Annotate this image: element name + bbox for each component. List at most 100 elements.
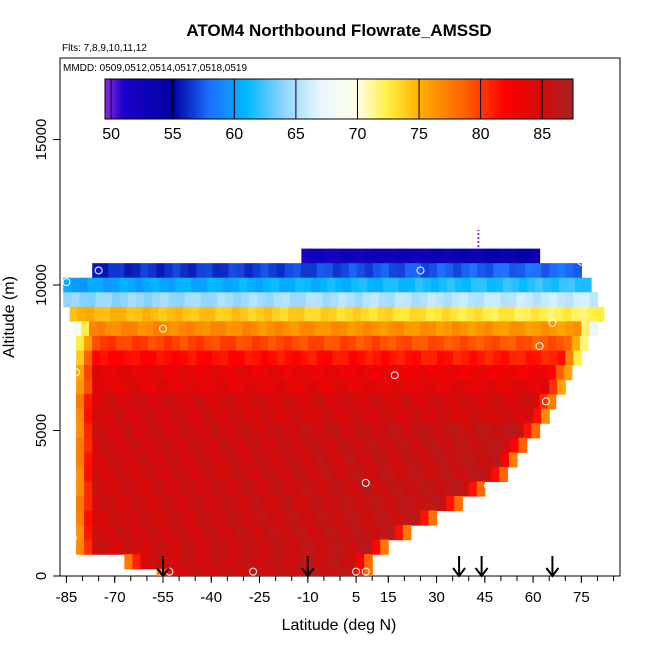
heatmap-cell: [76, 539, 85, 555]
heatmap-cell: [549, 350, 558, 366]
heatmap-cell: [429, 263, 438, 279]
heatmap-cell: [357, 437, 367, 453]
heatmap-cell: [402, 525, 412, 541]
heatmap-cell: [207, 277, 216, 293]
heatmap-cell: [380, 350, 390, 366]
heatmap-cell: [269, 437, 278, 453]
dates-label: MMDD: 0509,0512,0514,0517,0518,0519: [63, 63, 247, 74]
heatmap-cell: [116, 365, 125, 381]
heatmap-cell: [156, 423, 165, 439]
heatmap-cell: [196, 568, 206, 576]
heatmap-cell: [414, 495, 423, 512]
heatmap-cell: [100, 481, 109, 497]
heatmap-cell: [242, 321, 252, 337]
heatmap-cell: [298, 321, 308, 337]
heatmap-cell: [284, 452, 294, 468]
heatmap-cell: [220, 437, 230, 453]
heatmap-cell: [249, 292, 259, 308]
heatmap-cell: [316, 350, 326, 366]
heatmap-cell: [573, 350, 582, 366]
heatmap-cell: [511, 277, 520, 293]
heatmap-cell: [251, 394, 261, 410]
heatmap-cell: [227, 365, 237, 381]
heatmap-cell: [252, 539, 261, 555]
heatmap-cell: [443, 335, 453, 352]
heatmap-cell: [300, 350, 310, 366]
heatmap-cell: [140, 263, 149, 279]
heatmap-cell: [116, 335, 125, 352]
heatmap-cell: [228, 481, 237, 497]
heatmap-cell: [428, 248, 437, 264]
heatmap-cell: [419, 292, 429, 308]
heatmap-cell: [460, 452, 470, 468]
heatmap-cell: [204, 408, 214, 424]
heatmap-cell: [301, 248, 310, 264]
heatmap-cell: [539, 365, 549, 381]
heatmap-cell: [177, 321, 187, 337]
heatmap-cell: [411, 365, 421, 381]
heatmap-cell: [84, 335, 93, 352]
heatmap-cell: [164, 452, 173, 468]
heatmap-cell: [300, 554, 309, 570]
heatmap-cell: [132, 495, 142, 512]
heatmap-cell: [380, 452, 390, 468]
heatmap-cell: [236, 350, 246, 366]
heatmap-cell: [92, 379, 101, 395]
heatmap-cell: [308, 539, 317, 555]
heatmap-cell: [267, 525, 276, 541]
heatmap-cell: [95, 277, 104, 293]
heatmap-cell: [459, 466, 469, 483]
heatmap-cell: [356, 539, 365, 555]
heatmap-cell: [124, 510, 133, 526]
heatmap-cell: [531, 365, 541, 381]
heatmap-cell: [381, 495, 391, 512]
heatmap-cell: [211, 525, 221, 541]
heatmap-cell: [396, 510, 406, 526]
heatmap-cell: [231, 277, 240, 293]
heatmap-cell: [372, 481, 382, 497]
heatmap-cell: [164, 495, 174, 512]
heatmap-cell: [340, 568, 349, 576]
heatmap-cell: [301, 495, 311, 512]
heatmap-cell: [331, 321, 340, 337]
heatmap-cell: [306, 321, 316, 337]
heatmap-cell: [116, 437, 125, 453]
heatmap-cell: [340, 554, 349, 570]
heatmap-cell: [315, 335, 325, 352]
heatmap-cell: [509, 408, 518, 424]
colorbar-tick-label: 65: [287, 126, 305, 143]
heatmap-cell: [491, 466, 500, 483]
heatmap-cell: [563, 365, 573, 381]
heatmap-cell: [260, 263, 270, 279]
heatmap-cell: [196, 452, 205, 468]
heatmap-cell: [430, 437, 439, 453]
heatmap-cell: [164, 350, 173, 366]
heatmap-cell: [204, 365, 213, 381]
heatmap-cell: [355, 423, 365, 439]
heatmap-cell: [253, 437, 262, 453]
heatmap-cell: [395, 466, 405, 483]
heatmap-cell: [151, 277, 160, 293]
heatmap-cell: [103, 292, 113, 308]
heatmap-cell: [76, 379, 85, 395]
heatmap-cell: [383, 277, 392, 293]
heatmap-cell: [292, 350, 302, 366]
heatmap-cell: [204, 379, 214, 395]
heatmap-cell: [446, 437, 455, 453]
heatmap-cell: [159, 277, 168, 293]
heatmap-cell: [212, 263, 222, 279]
heatmap-cell: [306, 292, 315, 308]
heatmap-cell: [164, 539, 173, 555]
heatmap-cell: [491, 248, 501, 264]
heatmap-cell: [127, 292, 137, 308]
heatmap-cell: [208, 292, 218, 308]
heatmap-cell: [502, 437, 512, 453]
heatmap-cell: [137, 321, 147, 337]
heatmap-cell: [476, 481, 486, 497]
heatmap-cell: [332, 510, 342, 526]
heatmap-cell: [235, 423, 245, 439]
heatmap-cell: [349, 495, 359, 512]
heatmap-cell: [124, 365, 133, 381]
heatmap-cell: [308, 481, 318, 497]
heatmap-cell: [427, 466, 437, 483]
